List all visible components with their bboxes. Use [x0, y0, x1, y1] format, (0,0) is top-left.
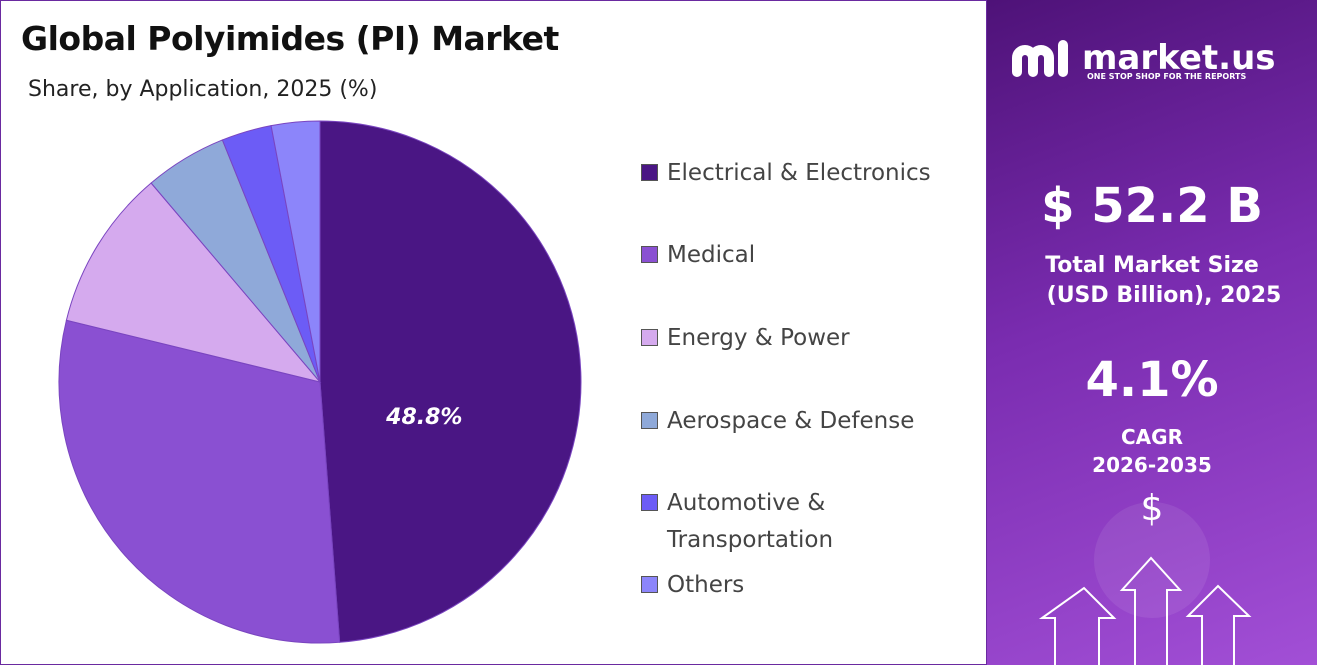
tagline: ONE STOP SHOP FOR THE REPORTS — [1087, 72, 1247, 81]
arrows — [1038, 556, 1252, 665]
legend-swatch — [641, 329, 658, 346]
brand: market.us — [1082, 38, 1276, 78]
chart-subtitle: Share, by Application, 2025 (%) — [28, 77, 378, 102]
side-panel: market.us ONE STOP SHOP FOR THE REPORTS … — [987, 0, 1317, 665]
legend-swatch — [641, 576, 658, 593]
decoration — [1012, 40, 1252, 665]
legend-label: Aerospace & Defense — [667, 408, 915, 434]
market-size: $ 52.2 B — [1041, 178, 1263, 234]
pie-slice — [270, 120, 321, 383]
dollar-icon: $ — [1140, 488, 1164, 529]
data-label: 48.8% — [385, 405, 462, 430]
logo-icon — [1012, 40, 1068, 77]
market-size-label: Total Market Size — [1045, 253, 1259, 278]
cagr: 4.1% — [1085, 352, 1219, 408]
legend-item: Energy & Power — [641, 320, 941, 357]
cagr-label: 2026-2035 — [1092, 453, 1212, 477]
cagr-label: CAGR — [1121, 425, 1183, 449]
legend-label: Automotive & Transportation — [667, 490, 834, 553]
legend-item: Automotive & Transportation — [641, 485, 941, 559]
legend-item: Aerospace & Defense — [641, 403, 941, 440]
legend-item: Others — [641, 567, 941, 604]
legend-item: Medical — [641, 237, 941, 274]
legend-label: Others — [667, 572, 745, 598]
pie-slice — [319, 120, 582, 643]
legend-swatch — [641, 412, 658, 429]
pie-slice — [65, 182, 322, 383]
pie-chart: 48.8% — [58, 120, 582, 644]
legend-label: Energy & Power — [667, 325, 850, 351]
legend-swatch — [641, 494, 658, 511]
legend-swatch — [641, 246, 658, 263]
chart-title: Global Polyimides (PI) Market — [21, 19, 559, 58]
market-size-label: (USD Billion), 2025 — [1046, 283, 1282, 308]
legend-label: Medical — [667, 242, 756, 268]
legend-item: Electrical & Electronics — [641, 155, 941, 192]
legend-label: Electrical & Electronics — [667, 160, 931, 186]
circle-deco — [1094, 502, 1210, 618]
pie-slice — [58, 319, 341, 644]
legend-swatch — [641, 164, 658, 181]
chart-panel: Global Polyimides (PI) Market Share, by … — [0, 0, 987, 665]
